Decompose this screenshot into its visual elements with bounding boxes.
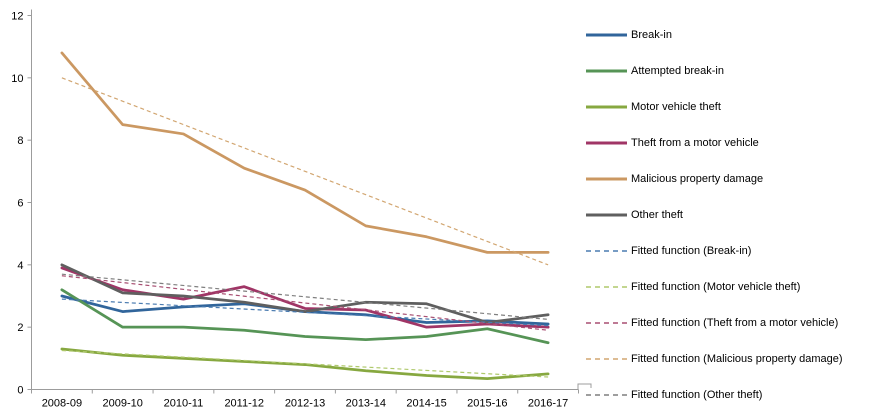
legend-item: Other theft (585, 207, 683, 223)
legend-label: Fitted function (Other theft) (631, 389, 763, 401)
y-tick-label: 8 (17, 135, 23, 147)
y-tick-label: 2 (17, 322, 23, 334)
legend-item: Fitted function (Motor vehicle theft) (585, 279, 800, 295)
fitted-line (61, 273, 549, 320)
solid-line-swatch-icon (586, 177, 627, 181)
x-tick-label: 2011-12 (224, 398, 264, 410)
chart-legend: Break-in Attempted break-in Motor vehicle … (585, 0, 869, 416)
x-tick-label: 2010-11 (164, 398, 204, 410)
legend-item: Break-in (585, 27, 672, 43)
legend-item: Theft from a motor vehicle (585, 135, 759, 151)
solid-line-swatch-icon (586, 33, 627, 37)
legend-item: Motor vehicle theft (585, 99, 721, 115)
legend-label: Break-in (631, 29, 672, 41)
legend-label: Fitted function (Theft from a motor vehi… (631, 317, 839, 329)
x-tick-label: 2016-17 (528, 398, 568, 410)
dashed-line-swatch-icon (586, 358, 627, 360)
y-tick-label: 12 (11, 11, 23, 23)
series-line (60, 51, 550, 254)
legend-item: Fitted function (Other theft) (585, 387, 762, 403)
x-tick-label: 2014-15 (406, 398, 446, 410)
dashed-line-swatch-icon (586, 250, 627, 252)
dashed-line-swatch-icon (586, 394, 627, 396)
series-line (60, 288, 550, 345)
legend-label: Fitted function (Motor vehicle theft) (631, 281, 801, 293)
series-line (60, 263, 550, 324)
series-line (60, 347, 550, 380)
x-tick-label: 2009-10 (102, 398, 142, 410)
solid-line-swatch-icon (586, 213, 627, 217)
legend-item: Fitted function (Theft from a motor vehi… (585, 315, 838, 331)
y-tick-label: 10 (11, 73, 23, 85)
legend-label: Malicious property damage (631, 173, 764, 185)
legend-label: Other theft (631, 209, 683, 221)
legend-label: Fitted function (Malicious property dama… (631, 353, 843, 365)
dashed-line-swatch-icon (586, 286, 627, 288)
solid-line-swatch-icon (586, 69, 627, 73)
x-tick-label: 2013-14 (346, 398, 386, 410)
legend-label: Motor vehicle theft (631, 101, 721, 113)
x-tick-label: 2015-16 (467, 398, 507, 410)
y-tick-label: 4 (17, 260, 23, 272)
legend-artifact (577, 383, 592, 390)
fitted-line (61, 275, 549, 331)
y-tick-label: 6 (17, 198, 23, 210)
legend-label: Fitted function (Break-in) (631, 245, 752, 257)
legend-label: Attempted break-in (631, 65, 724, 77)
dashed-line-swatch-icon (586, 322, 627, 324)
legend-label: Theft from a motor vehicle (631, 137, 759, 149)
x-tick-label: 2008-09 (42, 398, 82, 410)
legend-item: Fitted function (Break-in) (585, 243, 751, 259)
y-tick-label: 0 (17, 385, 23, 397)
fitted-line (61, 77, 549, 266)
legend-item: Malicious property damage (585, 171, 763, 187)
x-tick-label: 2012-13 (285, 398, 325, 410)
legend-item: Fitted function (Malicious property dama… (585, 351, 843, 367)
legend-item: Attempted break-in (585, 63, 724, 79)
solid-line-swatch-icon (586, 141, 627, 145)
solid-line-swatch-icon (586, 105, 627, 109)
